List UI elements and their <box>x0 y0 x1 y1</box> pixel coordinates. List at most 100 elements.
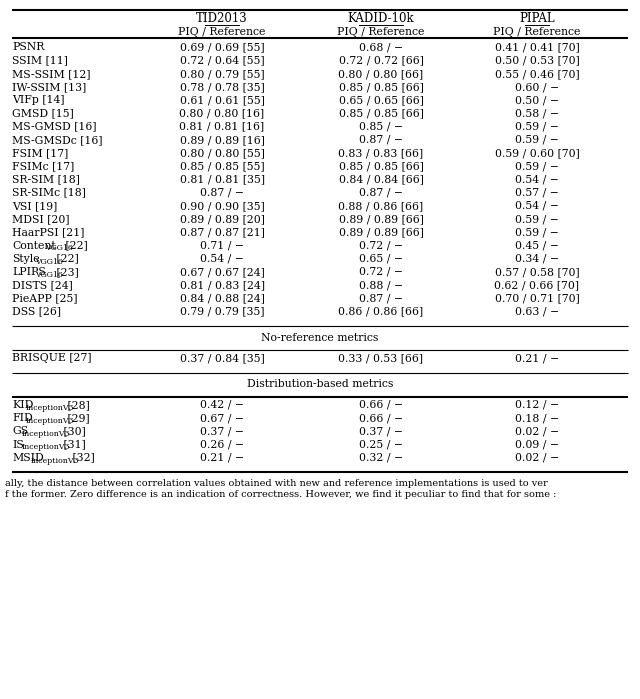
Text: 0.54 / −: 0.54 / − <box>515 175 559 185</box>
Text: 0.25 / −: 0.25 / − <box>359 440 403 449</box>
Text: 0.67 / −: 0.67 / − <box>200 413 244 423</box>
Text: InceptionV3: InceptionV3 <box>26 404 74 412</box>
Text: 0.59 / −: 0.59 / − <box>515 135 559 145</box>
Text: IW-SSIM [13]: IW-SSIM [13] <box>12 82 86 92</box>
Text: 0.87 / −: 0.87 / − <box>359 135 403 145</box>
Text: 0.65 / −: 0.65 / − <box>359 254 403 264</box>
Text: 0.37 / 0.84 [35]: 0.37 / 0.84 [35] <box>180 353 264 363</box>
Text: 0.60 / −: 0.60 / − <box>515 82 559 92</box>
Text: 0.42 / −: 0.42 / − <box>200 400 244 410</box>
Text: 0.72 / −: 0.72 / − <box>359 267 403 277</box>
Text: 0.86 / 0.86 [66]: 0.86 / 0.86 [66] <box>339 306 424 317</box>
Text: PSNR: PSNR <box>12 43 44 52</box>
Text: 0.72 / 0.72 [66]: 0.72 / 0.72 [66] <box>339 56 424 66</box>
Text: 0.67 / 0.67 [24]: 0.67 / 0.67 [24] <box>180 267 264 277</box>
Text: [31]: [31] <box>60 440 85 449</box>
Text: 0.26 / −: 0.26 / − <box>200 440 244 449</box>
Text: MS-GMSD [16]: MS-GMSD [16] <box>12 122 97 131</box>
Text: HaarPSI [21]: HaarPSI [21] <box>12 227 84 237</box>
Text: MDSI [20]: MDSI [20] <box>12 214 70 224</box>
Text: InceptionV3: InceptionV3 <box>31 456 79 465</box>
Text: 0.87 / −: 0.87 / − <box>359 188 403 198</box>
Text: SSIM [11]: SSIM [11] <box>12 56 68 66</box>
Text: 0.59 / −: 0.59 / − <box>515 227 559 237</box>
Text: FID: FID <box>12 413 33 423</box>
Text: 0.70 / 0.71 [70]: 0.70 / 0.71 [70] <box>495 294 579 303</box>
Text: 0.81 / 0.81 [16]: 0.81 / 0.81 [16] <box>179 122 264 131</box>
Text: MS-GMSDc [16]: MS-GMSDc [16] <box>12 135 102 145</box>
Text: PIQ / Reference: PIQ / Reference <box>179 27 266 37</box>
Text: 0.87 / −: 0.87 / − <box>359 294 403 303</box>
Text: SR-SIMc [18]: SR-SIMc [18] <box>12 188 86 198</box>
Text: 0.66 / −: 0.66 / − <box>359 413 403 423</box>
Text: 0.72 / −: 0.72 / − <box>359 240 403 250</box>
Text: 0.59 / 0.60 [70]: 0.59 / 0.60 [70] <box>495 148 579 158</box>
Text: 0.63 / −: 0.63 / − <box>515 306 559 317</box>
Text: 0.69 / 0.69 [55]: 0.69 / 0.69 [55] <box>180 43 264 52</box>
Text: 0.12 / −: 0.12 / − <box>515 400 559 410</box>
Text: InceptionV3: InceptionV3 <box>26 417 74 425</box>
Text: 0.65 / 0.65 [66]: 0.65 / 0.65 [66] <box>339 95 424 106</box>
Text: PieAPP [25]: PieAPP [25] <box>12 294 77 303</box>
Text: 0.18 / −: 0.18 / − <box>515 413 559 423</box>
Text: [30]: [30] <box>60 426 85 436</box>
Text: 0.80 / 0.80 [16]: 0.80 / 0.80 [16] <box>179 108 264 119</box>
Text: ally, the distance between correlation values obtained with new and reference im: ally, the distance between correlation v… <box>5 480 548 489</box>
Text: 0.37 / −: 0.37 / − <box>200 426 244 436</box>
Text: 0.79 / 0.79 [35]: 0.79 / 0.79 [35] <box>180 306 264 317</box>
Text: 0.45 / −: 0.45 / − <box>515 240 559 250</box>
Text: 0.62 / 0.66 [70]: 0.62 / 0.66 [70] <box>495 280 579 290</box>
Text: GS: GS <box>12 426 28 436</box>
Text: InceptionV3: InceptionV3 <box>21 430 70 438</box>
Text: 0.89 / 0.89 [66]: 0.89 / 0.89 [66] <box>339 227 424 237</box>
Text: 0.90 / 0.90 [35]: 0.90 / 0.90 [35] <box>180 201 264 211</box>
Text: VSI [19]: VSI [19] <box>12 201 57 211</box>
Text: 0.84 / 0.88 [24]: 0.84 / 0.88 [24] <box>180 294 264 303</box>
Text: 0.85 / 0.85 [66]: 0.85 / 0.85 [66] <box>339 108 424 119</box>
Text: 0.21 / −: 0.21 / − <box>200 453 244 463</box>
Text: 0.87 / −: 0.87 / − <box>200 188 244 198</box>
Text: DSS [26]: DSS [26] <box>12 306 61 317</box>
Text: KADID-10k: KADID-10k <box>348 13 414 25</box>
Text: 0.33 / 0.53 [66]: 0.33 / 0.53 [66] <box>339 353 424 363</box>
Text: 0.02 / −: 0.02 / − <box>515 453 559 463</box>
Text: 0.50 / 0.53 [70]: 0.50 / 0.53 [70] <box>495 56 579 66</box>
Text: [29]: [29] <box>65 413 90 423</box>
Text: MSID: MSID <box>12 453 44 463</box>
Text: 0.87 / 0.87 [21]: 0.87 / 0.87 [21] <box>180 227 264 237</box>
Text: KID: KID <box>12 400 33 410</box>
Text: PIPAL: PIPAL <box>519 13 555 25</box>
Text: 0.61 / 0.61 [55]: 0.61 / 0.61 [55] <box>180 95 264 106</box>
Text: 0.58 / −: 0.58 / − <box>515 108 559 119</box>
Text: No-reference metrics: No-reference metrics <box>261 333 379 343</box>
Text: GMSD [15]: GMSD [15] <box>12 108 74 119</box>
Text: SR-SIM [18]: SR-SIM [18] <box>12 175 80 185</box>
Text: 0.54 / −: 0.54 / − <box>515 201 559 211</box>
Text: DISTS [24]: DISTS [24] <box>12 280 73 290</box>
Text: 0.88 / −: 0.88 / − <box>359 280 403 290</box>
Text: InceptionV3: InceptionV3 <box>21 443 70 452</box>
Text: 0.85 / −: 0.85 / − <box>359 122 403 131</box>
Text: PIQ / Reference: PIQ / Reference <box>493 27 580 37</box>
Text: PIQ / Reference: PIQ / Reference <box>337 27 425 37</box>
Text: [28]: [28] <box>65 400 90 410</box>
Text: 0.85 / 0.85 [66]: 0.85 / 0.85 [66] <box>339 161 424 171</box>
Text: FSIM [17]: FSIM [17] <box>12 148 68 158</box>
Text: 0.83 / 0.83 [66]: 0.83 / 0.83 [66] <box>339 148 424 158</box>
Text: 0.78 / 0.78 [35]: 0.78 / 0.78 [35] <box>180 82 264 92</box>
Text: 0.81 / 0.83 [24]: 0.81 / 0.83 [24] <box>179 280 264 290</box>
Text: 0.57 / −: 0.57 / − <box>515 188 559 198</box>
Text: 0.85 / 0.85 [66]: 0.85 / 0.85 [66] <box>339 82 424 92</box>
Text: 0.72 / 0.64 [55]: 0.72 / 0.64 [55] <box>180 56 264 66</box>
Text: 0.32 / −: 0.32 / − <box>359 453 403 463</box>
Text: 0.59 / −: 0.59 / − <box>515 214 559 224</box>
Text: 0.37 / −: 0.37 / − <box>359 426 403 436</box>
Text: 0.89 / 0.89 [20]: 0.89 / 0.89 [20] <box>180 214 264 224</box>
Text: 0.81 / 0.81 [35]: 0.81 / 0.81 [35] <box>179 175 264 185</box>
Text: [23]: [23] <box>53 267 79 277</box>
Text: MS-SSIM [12]: MS-SSIM [12] <box>12 69 90 79</box>
Text: 0.41 / 0.41 [70]: 0.41 / 0.41 [70] <box>495 43 579 52</box>
Text: 0.85 / 0.85 [55]: 0.85 / 0.85 [55] <box>180 161 264 171</box>
Text: [32]: [32] <box>69 453 95 463</box>
Text: TID2013: TID2013 <box>196 13 248 25</box>
